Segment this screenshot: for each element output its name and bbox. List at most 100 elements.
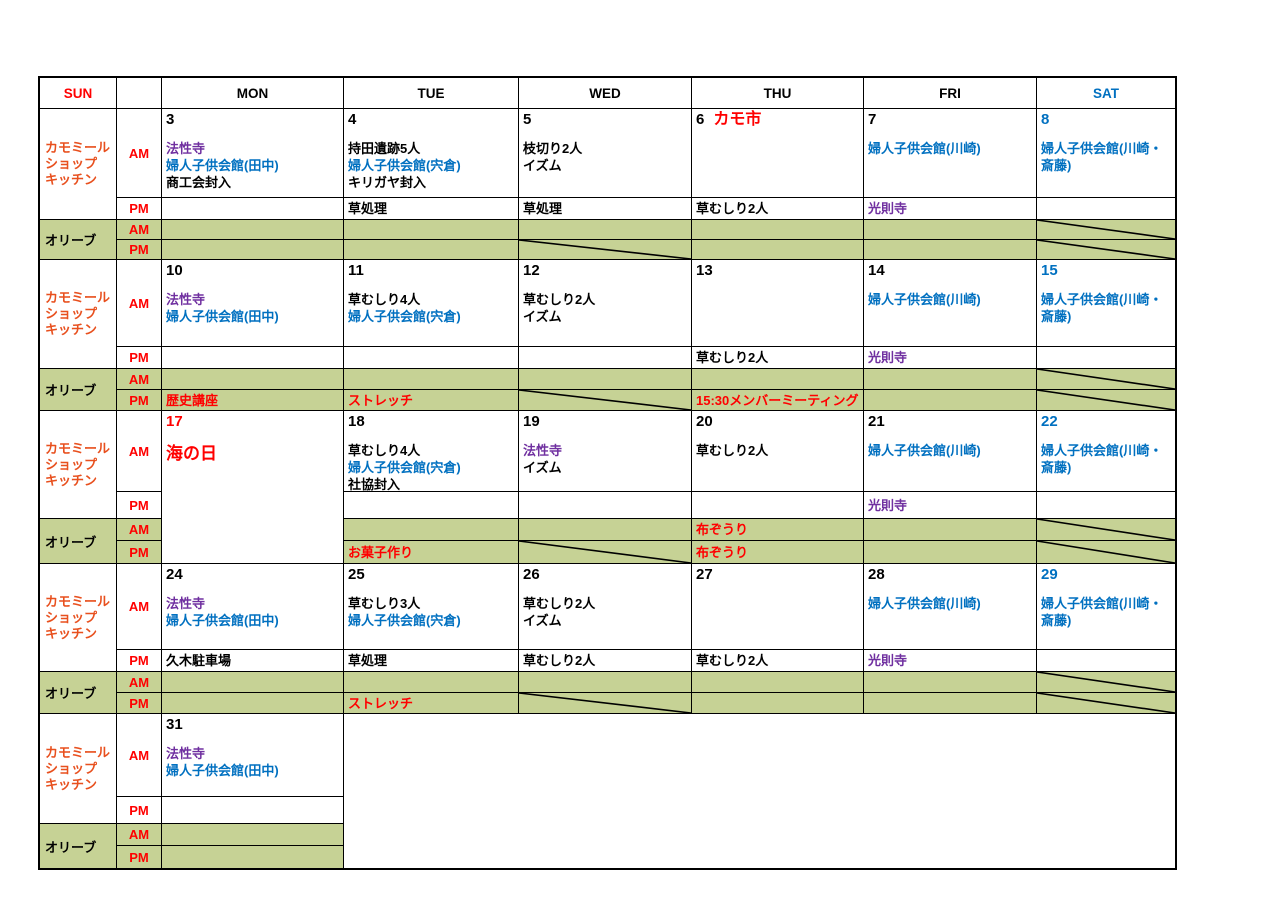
w1-mon-olive-am-cell <box>162 220 344 240</box>
header-wed: WED <box>519 78 692 109</box>
pm-label: PM <box>117 693 162 714</box>
date-row: 13 <box>696 262 859 280</box>
date-number: 22 <box>1041 413 1058 430</box>
event-text: ストレッチ <box>348 695 414 711</box>
festival-announcement <box>344 714 1175 868</box>
group-label-olive: オリーブ <box>40 824 117 868</box>
w1-mon-am-cell: 3 法性寺 婦人子供会館(田中) 商工会封入 <box>162 109 344 198</box>
festival-icons <box>344 745 1175 841</box>
date-row: 31 <box>166 716 339 734</box>
event-text: 婦人子供会館(川崎) <box>868 443 981 458</box>
group-label-kamomile: カモミール ショップ キッチン <box>40 714 117 824</box>
w4-thu-olive-am-cell <box>692 672 864 693</box>
event-text: 法性寺 <box>166 292 206 307</box>
w5-mon-pm-cell <box>162 797 344 824</box>
date-row: 4 <box>348 111 514 129</box>
w4-sat-olive-pm-cell <box>1037 693 1175 714</box>
crossed-out-line <box>519 240 691 259</box>
event-text: 婦人子供会館(宍倉) <box>348 613 461 628</box>
date-row: 29 <box>1041 566 1171 584</box>
w4-fri-pm-cell: 光則寺 <box>864 650 1037 672</box>
event-text: 婦人子供会館(川崎・斎藤) <box>1041 292 1163 324</box>
am-label: AM <box>117 714 162 797</box>
date-row: 11 <box>348 262 514 280</box>
w3-thu-pm-cell <box>692 492 864 519</box>
event-text: 光則寺 <box>868 350 908 365</box>
event-text: 草処理 <box>348 201 388 216</box>
w4-tue-pm-cell: 草処理 <box>344 650 519 672</box>
w1-thu-am-cell: 6 カモ市 <box>692 109 864 198</box>
group-label-olive: オリーブ <box>40 672 117 714</box>
w3-fri-olive-pm-cell <box>864 541 1037 564</box>
w4-sat-pm-cell <box>1037 650 1175 672</box>
w3-tue-olive-pm-cell: お菓子作り <box>344 541 519 564</box>
header-blank <box>117 78 162 109</box>
w4-tue-am-cell: 25 草むしり3人 婦人子供会館(宍倉) <box>344 564 519 650</box>
date-row: 21 <box>868 413 1032 431</box>
w2-tue-olive-am-cell <box>344 369 519 390</box>
crossed-out-line <box>519 693 691 713</box>
w3-wed-olive-pm-cell <box>519 541 692 564</box>
w3-wed-pm-cell <box>519 492 692 519</box>
w3-thu-olive-pm-cell: 布ぞうり <box>692 541 864 564</box>
event-text: 草むしり4人 <box>348 292 421 307</box>
w2-fri-am-cell: 14 婦人子供会館(川崎) <box>864 260 1037 347</box>
group-label-line: カモミール <box>45 744 111 760</box>
w2-mon-pm-cell <box>162 347 344 369</box>
w3-tue-olive-am-cell <box>344 519 519 541</box>
event-text: キリガヤ封入 <box>348 175 427 190</box>
w2-wed-am-cell: 12 草むしり2人 イズム <box>519 260 692 347</box>
event-text: 婦人子供会館(川崎・斎藤) <box>1041 443 1163 475</box>
w4-mon-pm-cell: 久木駐車場 <box>162 650 344 672</box>
w2-sat-am-cell: 15 婦人子供会館(川崎・斎藤) <box>1037 260 1175 347</box>
w1-fri-olive-pm-cell <box>864 240 1037 260</box>
crossed-out-line <box>1037 541 1175 563</box>
event-text: 婦人子供会館(川崎) <box>868 596 981 611</box>
crossed-out-line <box>1037 693 1175 713</box>
date-row: 7 <box>868 111 1032 129</box>
date-row: 6 カモ市 <box>696 111 859 129</box>
group-label-line: ショップ <box>45 609 98 625</box>
event-text: 婦人子供会館(田中) <box>166 158 279 173</box>
w2-wed-olive-pm-cell <box>519 390 692 411</box>
event-text: 光則寺 <box>868 201 908 216</box>
date-row: 18 <box>348 413 514 431</box>
w2-thu-olive-am-cell <box>692 369 864 390</box>
date-number: 20 <box>696 413 713 430</box>
date-number: 19 <box>523 413 540 430</box>
w4-mon-olive-pm-cell <box>162 693 344 714</box>
group-label-kamomile: カモミール ショップ キッチン <box>40 260 117 369</box>
w3-wed-am-cell: 19 法性寺 イズム <box>519 411 692 492</box>
w4-wed-pm-cell: 草むしり2人 <box>519 650 692 672</box>
w3-mon-holiday-cell: 17 海の日 <box>162 411 344 564</box>
event-text: 婦人子供会館(川崎) <box>868 292 981 307</box>
event-text: 草むしり2人 <box>696 443 769 458</box>
event-text: 法性寺 <box>166 746 206 761</box>
w2-fri-olive-am-cell <box>864 369 1037 390</box>
date-row: 28 <box>868 566 1032 584</box>
event-text: 草処理 <box>348 653 388 668</box>
w3-fri-am-cell: 21 婦人子供会館(川崎) <box>864 411 1037 492</box>
w3-fri-pm-cell: 光則寺 <box>864 492 1037 519</box>
event-text: 草処理 <box>523 201 563 216</box>
header-tue: TUE <box>344 78 519 109</box>
event-text: イズム <box>523 613 562 628</box>
group-label-line: キッチン <box>45 472 98 488</box>
crossed-out-line <box>1037 390 1175 410</box>
pm-label: PM <box>117 390 162 411</box>
pm-label: PM <box>117 846 162 868</box>
date-row: 8 <box>1041 111 1171 129</box>
w3-sat-olive-am-cell <box>1037 519 1175 541</box>
pm-label: PM <box>117 492 162 519</box>
w4-sat-am-cell: 29 婦人子供会館(川崎・斎藤) <box>1037 564 1175 650</box>
date-number: 21 <box>868 413 885 430</box>
w2-fri-olive-pm-cell <box>864 390 1037 411</box>
group-label-line: ショップ <box>45 156 98 171</box>
w2-wed-pm-cell <box>519 347 692 369</box>
group-label-olive: オリーブ <box>40 519 117 564</box>
w1-mon-pm-cell <box>162 198 344 220</box>
am-label: AM <box>117 672 162 693</box>
w2-thu-olive-pm-cell: 15:30メンバーミーティング <box>692 390 864 411</box>
w2-sat-pm-cell <box>1037 347 1175 369</box>
w1-thu-pm-cell: 草むしり2人 <box>692 198 864 220</box>
